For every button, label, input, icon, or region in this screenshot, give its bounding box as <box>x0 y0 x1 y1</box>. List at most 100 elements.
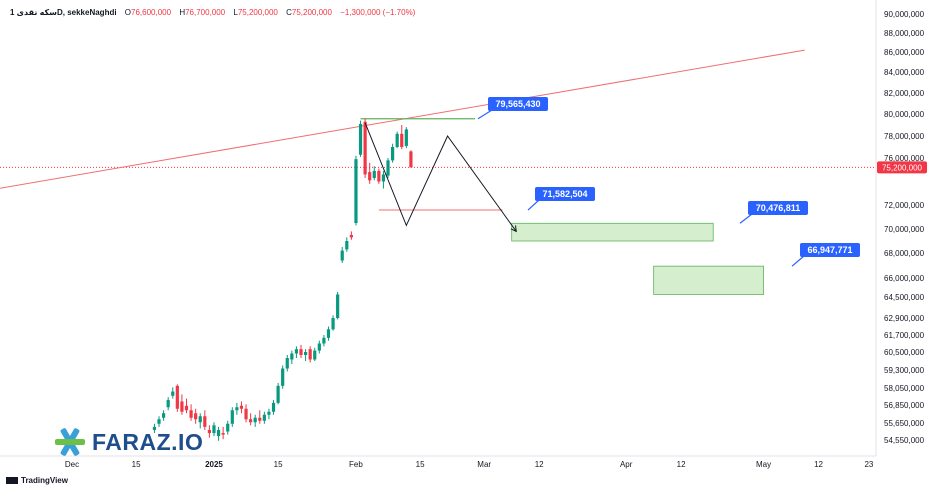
price-label: 79,565,430 <box>495 99 540 109</box>
x-tick-label: 12 <box>814 460 823 469</box>
legend-low: 75,200,000 <box>237 8 278 17</box>
y-tick-label: 59,300,000 <box>884 366 925 375</box>
price-label-pointer <box>527 199 540 211</box>
candle-body <box>391 147 395 161</box>
y-tick-label: 60,500,000 <box>884 348 925 357</box>
watermark: FARAZ.IO <box>52 426 203 458</box>
candle-body <box>198 416 202 423</box>
candle-body <box>317 343 321 351</box>
x-tick-label: Apr <box>620 460 633 469</box>
price-label: 70,476,811 <box>756 203 801 213</box>
candle-body <box>340 250 344 261</box>
candle-body <box>166 400 170 408</box>
candle-body <box>216 429 221 437</box>
watermark-text: FARAZ.IO <box>92 428 204 455</box>
y-tick-label: 56,850,000 <box>884 401 925 410</box>
x-tick-label: 12 <box>677 460 686 469</box>
candle-body <box>372 170 376 178</box>
candle-body <box>326 329 331 338</box>
x-tick-label: 15 <box>132 460 141 469</box>
candle-body <box>253 417 257 423</box>
y-tick-label: 66,000,000 <box>884 274 925 283</box>
y-tick-label: 61,700,000 <box>884 331 925 340</box>
price-label-pointer <box>477 109 493 120</box>
y-tick-label: 78,000,000 <box>884 132 925 141</box>
projection-path <box>364 122 517 232</box>
faraz-logo-icon <box>55 428 85 456</box>
tradingview-brand[interactable]: TradingView <box>6 476 68 485</box>
y-tick-label: 84,000,000 <box>884 68 925 77</box>
candle-body <box>267 411 271 415</box>
candle-body <box>262 414 266 421</box>
candle-body <box>349 235 353 238</box>
candle-body <box>157 419 161 424</box>
y-tick-label: 86,000,000 <box>884 48 925 57</box>
y-tick-label: 70,000,000 <box>884 225 925 234</box>
candle-body <box>331 318 335 330</box>
y-tick-label: 72,000,000 <box>884 201 925 210</box>
current-price-tag <box>877 161 927 174</box>
x-tick-label: 23 <box>864 460 873 469</box>
y-tick-label: 82,000,000 <box>884 89 925 98</box>
candle-body <box>239 405 244 409</box>
y-tick-label: 54,550,000 <box>884 436 925 445</box>
candle-body <box>400 133 404 147</box>
x-tick-label: 2025 <box>205 460 223 469</box>
tradingview-logo-icon <box>6 477 18 485</box>
chart-legend: سکه نقدی 1D, sekkeNaghdi O76,600,000 H76… <box>10 8 421 17</box>
candle-body <box>308 349 312 360</box>
projection-arrowhead <box>510 225 517 233</box>
candle-body <box>221 433 225 435</box>
x-tick-label: Feb <box>349 460 363 469</box>
candle-body <box>184 405 189 411</box>
candle-body <box>180 401 184 412</box>
candle-body <box>368 172 372 181</box>
price-label-box <box>800 243 860 257</box>
y-tick-label: 88,000,000 <box>884 29 925 38</box>
candle-body <box>235 407 239 411</box>
candle-body <box>212 425 216 434</box>
y-tick-label: 76,000,000 <box>884 154 925 163</box>
x-tick-label: May <box>756 460 771 469</box>
candle-body <box>395 133 399 147</box>
y-tick-label: 80,000,000 <box>884 110 925 119</box>
candle-body <box>294 349 299 354</box>
legend-close-label: C <box>286 8 292 17</box>
candle-body <box>377 170 381 182</box>
candle-body <box>336 294 340 318</box>
candle-body <box>285 358 289 369</box>
x-tick-label: 15 <box>274 460 283 469</box>
candle-body <box>152 426 157 430</box>
candle-body <box>203 416 207 427</box>
price-label: 66,947,771 <box>807 245 852 255</box>
candle-body <box>345 241 349 250</box>
y-tick-label: 58,050,000 <box>884 384 925 393</box>
candle-body <box>363 121 367 175</box>
candle-body <box>276 385 280 403</box>
target-zone <box>511 222 714 242</box>
candle-body <box>162 413 166 418</box>
candle-body <box>322 337 326 344</box>
y-tick-label: 68,000,000 <box>884 249 925 258</box>
price-label-pointer <box>791 255 805 267</box>
trendline <box>0 49 805 189</box>
candle-body <box>230 410 234 424</box>
x-tick-label: Mar <box>477 460 491 469</box>
candle-body <box>409 151 413 168</box>
legend-low-label: L <box>233 8 238 17</box>
candle-body <box>194 413 198 420</box>
candle-body <box>171 391 175 396</box>
legend-symbol: سکه نقدی 1D, sekkeNaghdi <box>10 8 117 17</box>
candle-body <box>303 352 308 355</box>
y-tick-label: 55,650,000 <box>884 419 925 428</box>
candle-body <box>386 160 390 176</box>
candle-body <box>258 417 262 421</box>
y-tick-label: 64,500,000 <box>884 293 925 302</box>
price-label: 71,582,504 <box>542 189 587 199</box>
candle-body <box>281 368 285 386</box>
legend-open: 76,600,000 <box>131 8 172 17</box>
candle-body <box>354 159 358 223</box>
y-tick-label: 62,900,000 <box>884 314 925 323</box>
legend-open-label: O <box>124 8 132 17</box>
